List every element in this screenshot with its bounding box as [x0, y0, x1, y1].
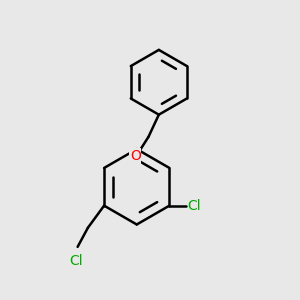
- Text: Cl: Cl: [69, 254, 83, 268]
- Text: O: O: [130, 149, 141, 163]
- Text: Cl: Cl: [187, 199, 201, 213]
